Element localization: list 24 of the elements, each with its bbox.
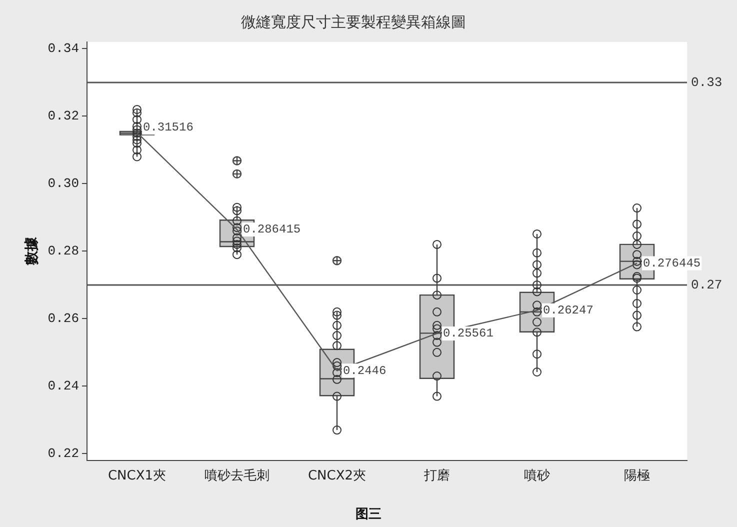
data-label: 0.276445 [643,256,701,270]
x-tick-label: CNCX1夾 [108,468,166,484]
data-label: 0.286415 [243,222,301,237]
y-tick-label: 0.30 [48,176,80,192]
y-tick-label: 0.28 [48,244,80,259]
x-tick-label: 噴砂去毛刺 [204,468,270,484]
chart-title: 微縫寬度尺寸主要製程變異箱線圖 [241,12,466,31]
y-tick-label: 0.22 [48,446,80,462]
data-label: 0.31516 [143,120,194,135]
text: 图三 [356,506,382,522]
ref-line-label: 0.33 [691,74,722,90]
y-tick-label: 0.24 [48,378,80,394]
y-tick-label: 0.26 [48,311,80,326]
y-tick-label: 0.32 [48,108,80,124]
x-tick-label: 打磨 [423,468,450,484]
x-tick-label: 陽極 [624,468,650,484]
ref-line-label: 0.27 [691,277,722,292]
x-tick-label: CNCX2夾 [308,468,366,484]
data-label: 0.25561 [443,326,494,341]
y-axis-title: 數據 [24,236,40,266]
data-label: 0.26247 [543,304,594,318]
x-tick-label: 噴砂 [524,468,550,484]
data-label: 0.2446 [343,364,386,378]
y-tick-label: 0.34 [48,41,80,56]
